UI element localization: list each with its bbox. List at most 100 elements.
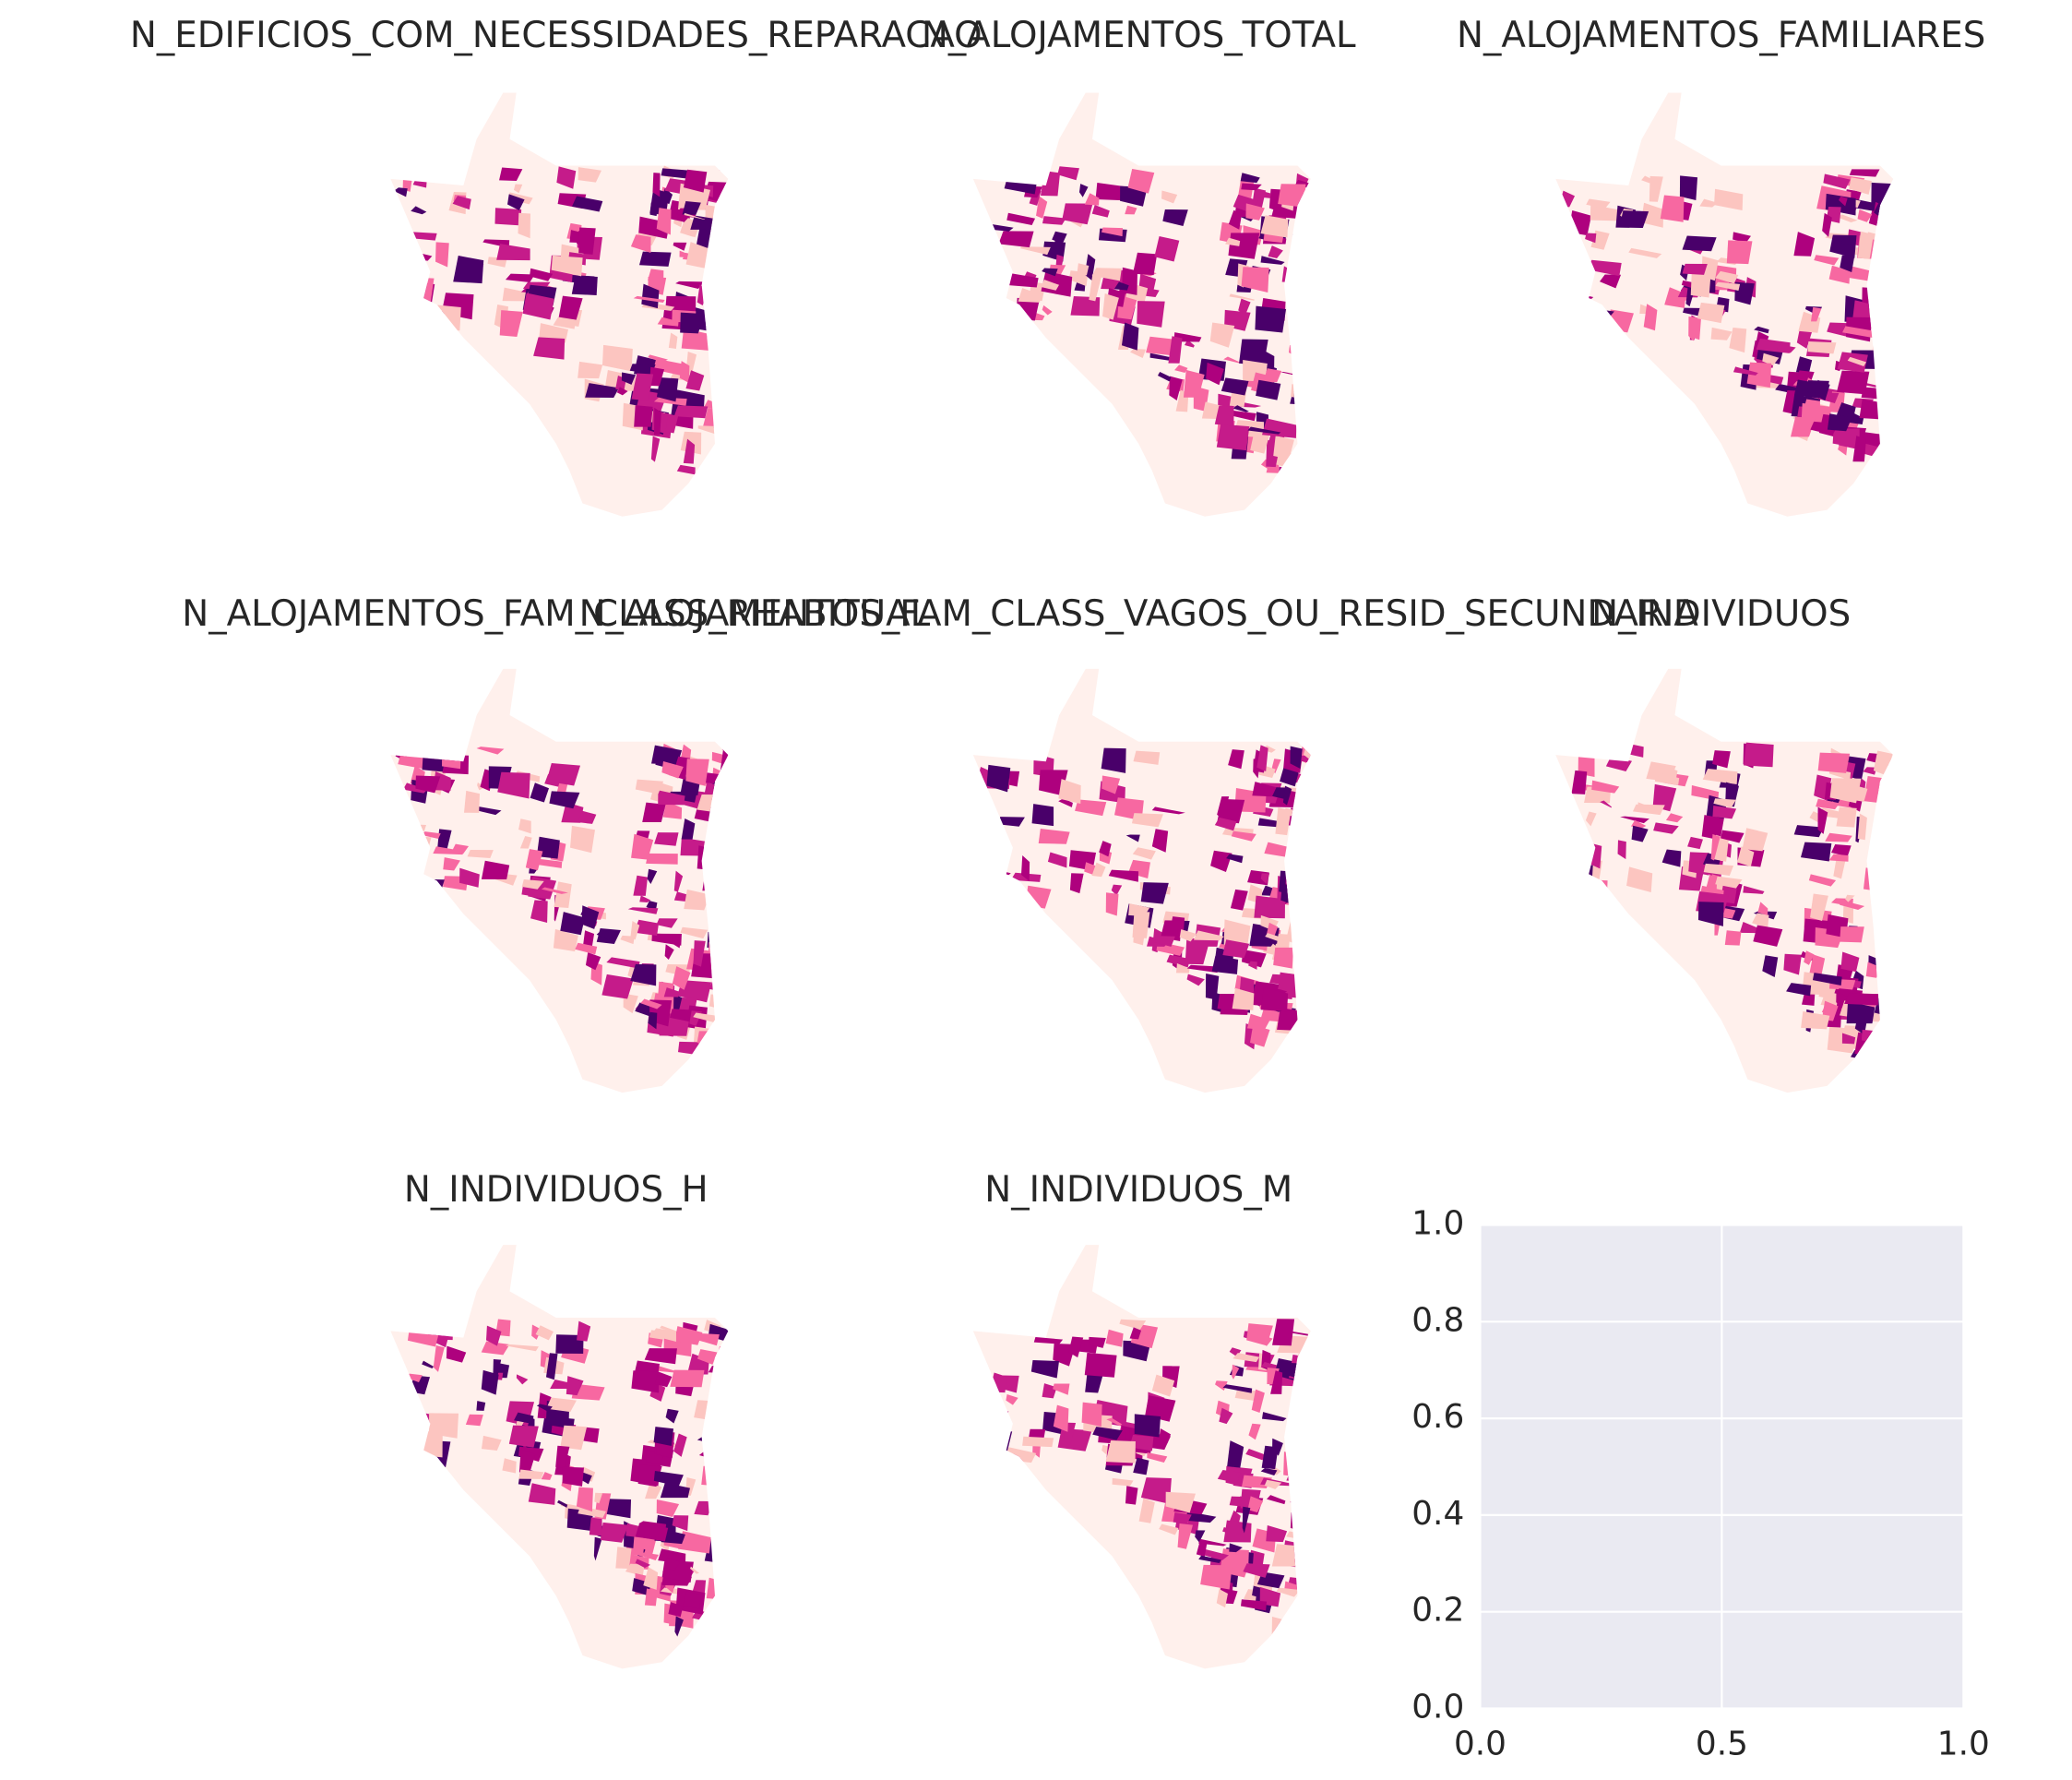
map-region [1169, 376, 1183, 400]
map-region [582, 930, 595, 948]
map-region [601, 344, 633, 372]
map-region [1599, 274, 1622, 289]
map-region [1713, 798, 1736, 808]
map-region [1232, 405, 1249, 412]
map [390, 1245, 729, 1669]
map-region [1151, 1374, 1175, 1397]
map-region [562, 1466, 585, 1487]
map-region [1817, 806, 1828, 834]
map-region [413, 1429, 443, 1458]
map-region [1200, 1564, 1232, 1590]
map-region [1810, 306, 1822, 322]
map-region [605, 1499, 632, 1519]
map-region [535, 858, 563, 868]
map-region [1305, 1353, 1311, 1370]
map-region [706, 325, 720, 341]
map-region [402, 782, 428, 794]
map-region [649, 202, 659, 217]
map-title: N_ALOJAMENTOS_FAM_CLASS_VAGOS_OU_RESID_S… [579, 593, 1699, 635]
map-region [1271, 1616, 1294, 1638]
map-region [1057, 166, 1079, 181]
map-region [485, 1325, 502, 1346]
map-region [1133, 926, 1145, 946]
map-region [1590, 204, 1619, 221]
map-region [1242, 1506, 1251, 1534]
map-region [1248, 1423, 1261, 1440]
map-region [615, 1547, 632, 1569]
map-region [1861, 1029, 1891, 1045]
map-region [1070, 295, 1101, 317]
map-region [476, 747, 505, 755]
map-region [1715, 281, 1741, 291]
map-region [1849, 169, 1880, 177]
map-region [656, 376, 679, 402]
map-region [1585, 233, 1597, 244]
map-region [476, 806, 502, 816]
map-region [631, 833, 654, 860]
map-region [1111, 884, 1123, 896]
map-region [522, 293, 554, 320]
map-region [634, 405, 653, 427]
map-region [1299, 783, 1311, 794]
map-region [1874, 281, 1887, 298]
y-tick-label: 0.4 [1411, 1495, 1464, 1533]
map-region [1105, 892, 1119, 916]
map-region [1130, 348, 1146, 359]
map-region [645, 1482, 662, 1499]
map-region [1186, 964, 1219, 974]
map-region [1710, 327, 1733, 340]
map-region [1299, 788, 1310, 806]
map-region [1133, 750, 1161, 765]
map-region [638, 251, 672, 267]
map-region [649, 366, 665, 387]
map-region [1223, 919, 1251, 947]
map-region [1165, 1491, 1196, 1513]
map-region [1174, 364, 1188, 373]
map-region [1739, 921, 1758, 934]
map-region [1586, 259, 1622, 277]
map-region [555, 1445, 570, 1469]
map-region [1159, 1523, 1179, 1535]
map-region [481, 860, 510, 880]
map-region [1807, 341, 1837, 354]
map-region [673, 1433, 687, 1457]
map-region [1871, 182, 1894, 209]
map-region [1808, 874, 1837, 887]
map [1555, 668, 1894, 1093]
map-region [1662, 767, 1678, 782]
map-title: N_EDIFICIOS_COM_NECESSIDADES_REPARACAO [130, 15, 982, 56]
map-region [1701, 815, 1724, 841]
map-region [1140, 1477, 1172, 1504]
map-region [644, 1348, 677, 1365]
map-region [1228, 209, 1243, 230]
map-region [514, 1412, 534, 1425]
map-region [984, 844, 1006, 858]
map-region [1849, 177, 1872, 195]
map-region [1223, 356, 1242, 364]
map-region [1600, 800, 1612, 808]
map-region [433, 1345, 445, 1372]
map-region [536, 836, 560, 859]
map-region [1260, 1467, 1278, 1475]
map-region [1715, 876, 1743, 889]
map-region [660, 1482, 690, 1499]
map-region [1885, 781, 1894, 804]
map-region [1292, 325, 1306, 340]
map-region [1241, 267, 1269, 293]
map-region [1804, 950, 1815, 965]
map-region [1211, 955, 1239, 974]
map-region [1697, 302, 1725, 324]
map-region [1298, 1363, 1311, 1383]
map-region [435, 242, 449, 268]
map-region [1041, 279, 1060, 291]
map-region [1105, 1329, 1124, 1347]
map-region [1591, 780, 1620, 794]
map-region [1737, 846, 1755, 867]
map-region [1641, 175, 1654, 184]
map-region [1844, 993, 1879, 1006]
map-region [446, 1345, 467, 1363]
map-region [1225, 237, 1241, 246]
map-region [1586, 842, 1602, 869]
map-region [560, 912, 585, 936]
map-region [1095, 182, 1128, 201]
